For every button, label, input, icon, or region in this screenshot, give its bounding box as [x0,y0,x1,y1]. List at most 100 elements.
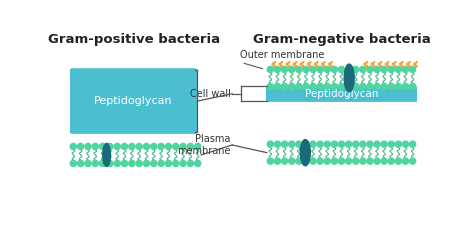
Circle shape [267,158,273,164]
Circle shape [353,158,359,164]
Circle shape [395,83,401,90]
Circle shape [107,160,113,167]
Circle shape [187,143,193,150]
Circle shape [267,66,273,73]
Text: Gram-negative bacteria: Gram-negative bacteria [253,33,430,46]
Circle shape [129,143,135,150]
Circle shape [338,158,345,164]
Circle shape [274,158,281,164]
Circle shape [274,83,281,90]
Circle shape [100,143,106,150]
Circle shape [324,66,330,73]
Circle shape [310,141,316,147]
Circle shape [346,66,352,73]
Circle shape [360,66,366,73]
Circle shape [92,160,99,167]
Circle shape [92,143,99,150]
Circle shape [282,66,288,73]
Text: Peptidoglycan: Peptidoglycan [94,96,173,106]
Circle shape [381,83,387,90]
Circle shape [180,143,186,150]
Circle shape [402,83,409,90]
Circle shape [173,143,179,150]
Text: Cell wall: Cell wall [190,89,231,99]
Circle shape [303,141,309,147]
Circle shape [381,158,387,164]
Circle shape [388,141,394,147]
Circle shape [85,143,91,150]
Circle shape [107,143,113,150]
Circle shape [317,83,323,90]
Circle shape [136,143,142,150]
Circle shape [114,160,120,167]
Circle shape [310,66,316,73]
Circle shape [282,141,288,147]
Circle shape [165,143,172,150]
Circle shape [282,83,288,90]
Circle shape [360,141,366,147]
Circle shape [296,158,302,164]
Circle shape [296,83,302,90]
Circle shape [85,160,91,167]
Circle shape [296,141,302,147]
Circle shape [346,158,352,164]
Circle shape [331,83,337,90]
Circle shape [410,141,416,147]
Circle shape [121,160,128,167]
Circle shape [310,83,316,90]
Circle shape [338,83,345,90]
Circle shape [331,66,337,73]
Circle shape [360,83,366,90]
Circle shape [367,66,373,73]
Circle shape [136,160,142,167]
Circle shape [331,158,337,164]
Circle shape [317,66,323,73]
Circle shape [374,83,380,90]
Circle shape [151,143,157,150]
Circle shape [274,141,281,147]
Circle shape [158,160,164,167]
Circle shape [374,141,380,147]
Text: Plasma
membrane: Plasma membrane [177,134,231,156]
Circle shape [158,143,164,150]
Circle shape [381,66,387,73]
Circle shape [331,141,337,147]
Circle shape [195,160,201,167]
Circle shape [267,141,273,147]
Circle shape [289,141,295,147]
Circle shape [78,143,84,150]
Circle shape [274,66,281,73]
Text: Peptidoglycan: Peptidoglycan [305,89,378,99]
Circle shape [310,158,316,164]
Circle shape [402,141,409,147]
Ellipse shape [344,64,354,92]
Circle shape [360,158,366,164]
Circle shape [195,143,201,150]
Circle shape [78,160,84,167]
Circle shape [267,83,273,90]
Circle shape [367,141,373,147]
Circle shape [121,143,128,150]
Text: Outer membrane: Outer membrane [240,50,324,60]
Circle shape [324,158,330,164]
Circle shape [70,143,76,150]
Circle shape [338,141,345,147]
Circle shape [289,83,295,90]
Circle shape [353,83,359,90]
Circle shape [144,143,150,150]
Circle shape [303,66,309,73]
Circle shape [187,160,193,167]
Circle shape [289,66,295,73]
FancyBboxPatch shape [265,86,418,103]
Circle shape [100,160,106,167]
Circle shape [410,66,416,73]
Circle shape [374,158,380,164]
FancyBboxPatch shape [69,67,198,135]
Circle shape [324,83,330,90]
Circle shape [402,66,409,73]
Circle shape [395,141,401,147]
Circle shape [144,160,150,167]
Ellipse shape [103,143,110,167]
Circle shape [381,141,387,147]
Circle shape [388,158,394,164]
